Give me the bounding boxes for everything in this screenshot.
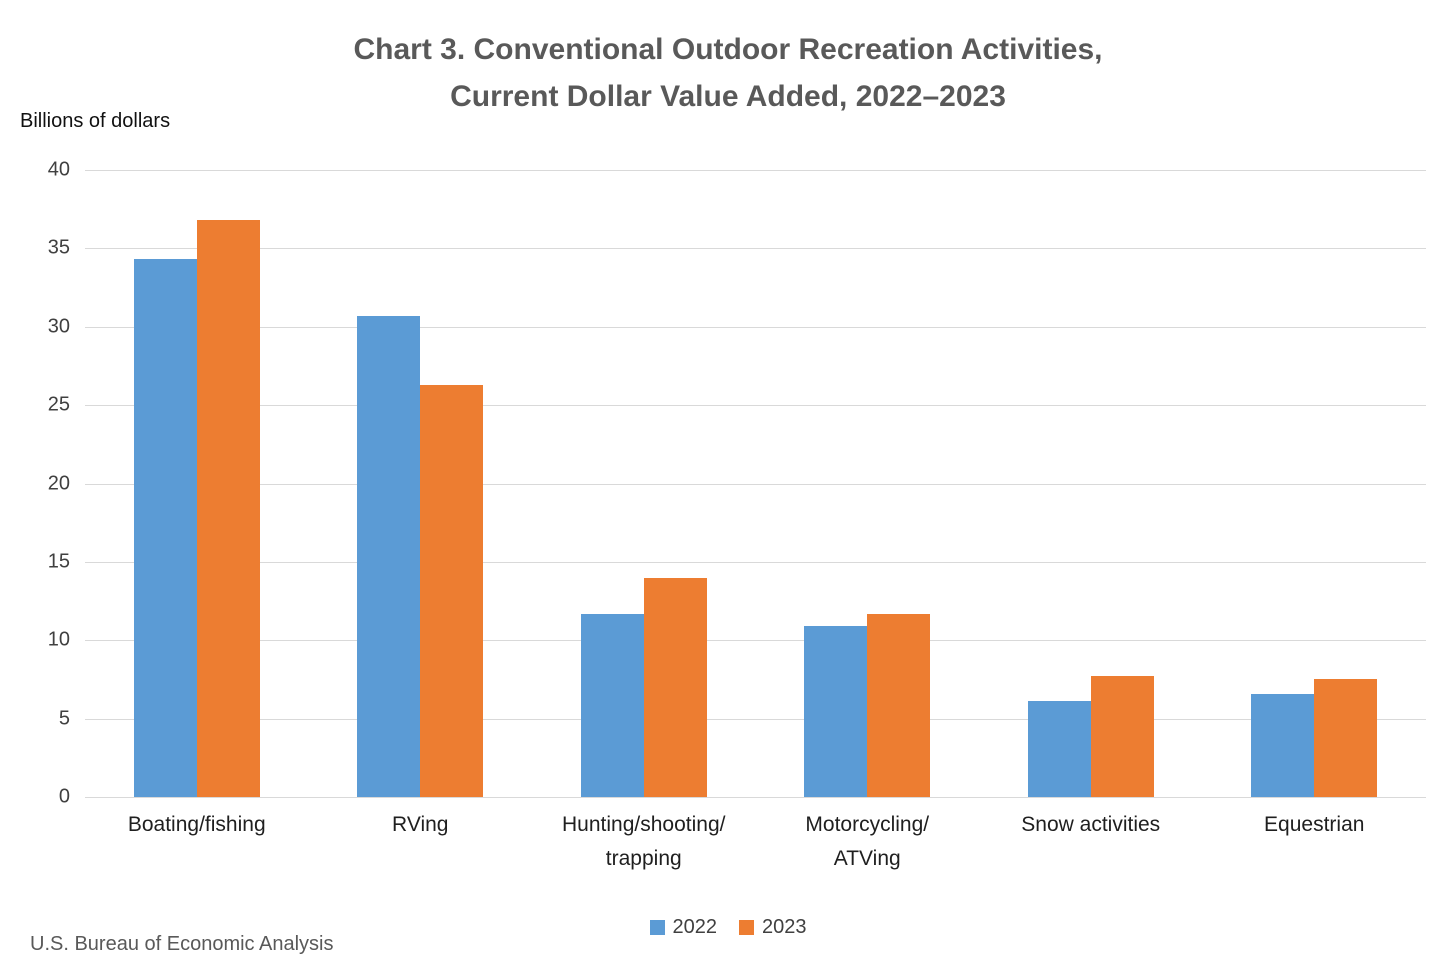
gridline-40: [85, 170, 1426, 171]
gridline-20: [85, 483, 1426, 485]
y-tick-label-10: 10: [47, 628, 70, 651]
x-axis-label-line: Snow activities: [1021, 813, 1161, 836]
bar-pair-boating-fishing: [133, 220, 260, 797]
bar-2023-rving: [420, 385, 484, 797]
bar-2023-hunting-shooting-trapping: [643, 578, 707, 797]
bar-2023-boating-fishing: [196, 220, 260, 797]
legend-item-2023: 2023: [739, 916, 807, 939]
x-axis-label-line: Hunting/shooting/: [562, 813, 726, 836]
legend-item-2022: 2022: [649, 916, 718, 939]
gridline-35: [85, 248, 1426, 250]
legend-swatch-2023: [739, 920, 754, 935]
bar-group-motorcycling-atving: [756, 170, 980, 797]
bar-2022-rving: [357, 316, 421, 797]
bar-2022-motorcycling-atving: [804, 626, 868, 797]
bar-pair-equestrian: [1251, 679, 1378, 797]
gridline-0: [85, 797, 1426, 798]
gridline-10: [85, 640, 1426, 642]
bar-groups: [85, 170, 1426, 797]
y-tick-label-20: 20: [47, 472, 70, 494]
bar-pair-rving: [357, 316, 484, 797]
gridline-5: [85, 718, 1426, 720]
x-axis-label-line: Equestrian: [1264, 813, 1365, 836]
gridline-30: [85, 326, 1426, 328]
bar-2022-hunting-shooting-trapping: [580, 614, 644, 797]
gridline-25: [85, 405, 1426, 407]
x-axis-label-boating-fishing: Boating/fishing: [85, 808, 309, 876]
source-note: U.S. Bureau of Economic Analysis: [30, 933, 334, 955]
y-tick-label-5: 5: [58, 707, 70, 730]
bar-pair-motorcycling-atving: [804, 614, 931, 797]
bar-2023-equestrian: [1314, 679, 1378, 797]
x-axis-label-equestrian: Equestrian: [1203, 808, 1427, 876]
x-axis-label-rving: RVing: [309, 808, 533, 876]
x-axis-label-motorcycling-atving: Motorcycling/ATVing: [756, 808, 980, 876]
y-tick-label-15: 15: [47, 550, 70, 573]
bar-2023-snow-activities: [1090, 676, 1154, 797]
x-axis-label-hunting-shooting-trapping: Hunting/shooting/trapping: [532, 808, 756, 876]
legend-label-2022: 2022: [672, 916, 718, 938]
y-tick-label-35: 35: [47, 236, 70, 259]
y-tick-label-40: 40: [47, 158, 70, 181]
x-axis-label-line: RVing: [392, 813, 449, 836]
chart-title-line-1: Chart 3. Conventional Outdoor Recreation…: [353, 33, 1103, 66]
x-axis-label-line: Boating/fishing: [127, 813, 266, 836]
chart-title-line-2: Current Dollar Value Added, 2022–2023: [450, 80, 1006, 113]
x-axis-label-line: Motorcycling/: [805, 813, 930, 836]
bar-group-rving: [309, 170, 533, 797]
x-axis-labels: Boating/fishing RVing Hunting/shooting/tra…: [85, 808, 1426, 876]
plot-area: [85, 170, 1426, 798]
y-tick-label-30: 30: [47, 315, 70, 338]
bar-2022-snow-activities: [1027, 701, 1091, 797]
x-axis-label-snow-activities: Snow activities: [979, 808, 1203, 876]
bar-group-equestrian: [1203, 170, 1427, 797]
bar-2022-boating-fishing: [133, 259, 197, 797]
bar-2023-motorcycling-atving: [867, 614, 931, 797]
bar-pair-snow-activities: [1027, 676, 1154, 797]
bar-group-hunting-shooting-trapping: [532, 170, 756, 797]
y-axis-tick-labels: 0 5 10 15 20 25 30 35 40: [0, 159, 70, 808]
bar-group-snow-activities: [979, 170, 1203, 797]
y-tick-label-25: 25: [47, 393, 70, 416]
gridline-15: [85, 561, 1426, 563]
bar-group-boating-fishing: [85, 170, 309, 797]
y-tick-label-0: 0: [58, 785, 70, 808]
legend-swatch-2022: [649, 920, 665, 935]
bar-2022-equestrian: [1251, 694, 1315, 797]
y-axis-title: Billions of dollars: [20, 110, 171, 132]
x-axis-label-line: ATVing: [833, 847, 901, 870]
legend: 2022 2023: [0, 916, 1456, 939]
legend-label-2023: 2023: [762, 916, 807, 938]
bar-pair-hunting-shooting-trapping: [580, 578, 707, 797]
chart-title: Chart 3. Conventional Outdoor Recreation…: [0, 26, 1456, 120]
x-axis-label-line: trapping: [605, 847, 682, 870]
